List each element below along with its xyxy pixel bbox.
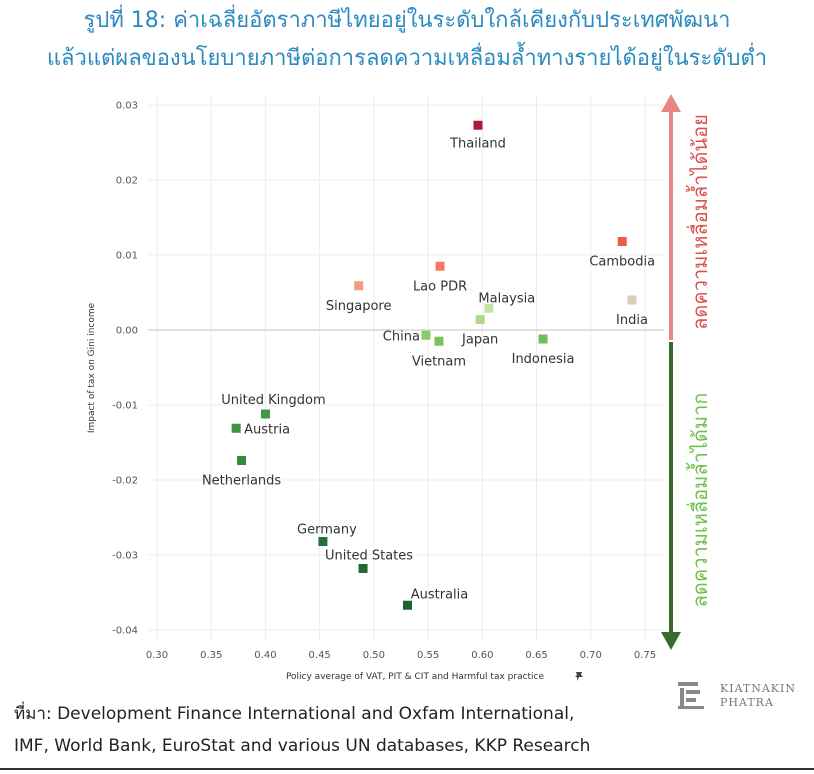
side-arrows: ลดความเหลื่อมล้ำได้น้อย ลดความเหลื่อมล้ำ… bbox=[661, 94, 712, 650]
y-tick-label: -0.01 bbox=[112, 401, 138, 412]
chart-title-line1: รูปที่ 18: ค่าเฉลี่ยอัตราภาษีไทยอยู่ในระ… bbox=[83, 8, 731, 33]
x-tick-label: 0.60 bbox=[471, 650, 493, 661]
source-line2: IMF, World Bank, EuroStat and various UN… bbox=[14, 736, 591, 756]
y-tick-label: 0.00 bbox=[116, 326, 138, 337]
chart-tick-labels: 0.30 0.35 0.40 0.45 0.50 0.55 0.60 0.65 0.70 0.75… bbox=[112, 101, 656, 662]
source-line1: ที่มา: Development Finance International… bbox=[14, 704, 575, 724]
point-label: Germany bbox=[297, 523, 357, 538]
y-tick-label: 0.03 bbox=[116, 101, 138, 112]
x-tick-label: 0.30 bbox=[146, 650, 168, 661]
arrow-down-label: ลดความเหลื่อมล้ำได้มาก bbox=[686, 393, 712, 608]
bottom-divider bbox=[0, 768, 814, 770]
logo-text-line1: KIATNAKIN bbox=[720, 682, 796, 695]
point-marker bbox=[354, 281, 364, 291]
point-marker bbox=[237, 456, 247, 465]
point-marker bbox=[617, 237, 627, 246]
x-axis-label: Policy average of VAT, PIT & CIT and Har… bbox=[286, 672, 545, 682]
x-tick-label: 0.45 bbox=[309, 650, 331, 661]
point-label: India bbox=[616, 313, 648, 328]
point-marker bbox=[358, 564, 368, 573]
point-label: Australia bbox=[411, 587, 469, 602]
arrow-down-head bbox=[661, 632, 681, 650]
x-tick-label: 0.35 bbox=[200, 650, 222, 661]
point-label: Lao PDR bbox=[413, 279, 467, 294]
x-tick-label: 0.70 bbox=[580, 650, 602, 661]
data-points: Thailand Cambodia Lao PDR Singapore India Mal… bbox=[202, 120, 655, 610]
point-marker bbox=[435, 261, 445, 271]
pin-icon bbox=[575, 672, 583, 681]
logo-text-line2: PHATRA bbox=[720, 696, 774, 709]
y-tick-label: -0.03 bbox=[112, 551, 138, 562]
y-tick-label: -0.02 bbox=[112, 476, 138, 487]
point-marker bbox=[475, 315, 485, 324]
x-tick-label: 0.75 bbox=[634, 650, 656, 661]
point-marker bbox=[473, 120, 483, 130]
point-label: Malaysia bbox=[478, 291, 535, 306]
point-label: Cambodia bbox=[589, 255, 655, 270]
x-tick-label: 0.40 bbox=[254, 650, 276, 661]
point-label: United Kingdom bbox=[221, 393, 325, 408]
point-label: Japan bbox=[461, 333, 498, 348]
point-label: Austria bbox=[244, 422, 290, 437]
y-tick-label: 0.02 bbox=[116, 176, 138, 187]
y-tick-label: 0.01 bbox=[116, 251, 138, 262]
x-tick-label: 0.55 bbox=[417, 650, 439, 661]
chart-gridlines bbox=[148, 96, 664, 640]
y-axis-label: Impact of tax on Gini income bbox=[87, 302, 97, 433]
point-marker bbox=[260, 409, 270, 419]
point-label: Thailand bbox=[449, 136, 506, 151]
point-label: China bbox=[383, 329, 420, 344]
point-marker bbox=[627, 295, 637, 305]
scatter-chart: 0.30 0.35 0.40 0.45 0.50 0.55 0.60 0.65 0.70 0.75… bbox=[87, 94, 712, 682]
x-tick-label: 0.50 bbox=[363, 650, 385, 661]
arrow-up-label: ลดความเหลื่อมล้ำได้น้อย bbox=[686, 114, 712, 330]
point-label: Singapore bbox=[326, 299, 392, 314]
point-label: Indonesia bbox=[512, 352, 575, 367]
x-tick-label: 0.65 bbox=[525, 650, 547, 661]
point-marker bbox=[318, 537, 328, 546]
point-label: United States bbox=[325, 549, 413, 564]
point-marker bbox=[434, 336, 444, 346]
arrow-up-head bbox=[661, 94, 681, 112]
y-tick-label: -0.04 bbox=[112, 626, 138, 637]
logo-mark-icon bbox=[678, 682, 704, 709]
chart-title-line2: แล้วแต่ผลของนโยบายภาษีต่อการลดความเหลื่อ… bbox=[46, 46, 768, 71]
point-marker bbox=[484, 303, 494, 313]
point-marker bbox=[421, 330, 431, 340]
point-marker bbox=[231, 423, 241, 433]
point-label: Vietnam bbox=[412, 354, 466, 369]
point-marker bbox=[403, 600, 413, 610]
point-label: Netherlands bbox=[202, 474, 281, 489]
point-marker bbox=[538, 334, 548, 344]
kiatnakin-phatra-logo: KIATNAKIN PHATRA bbox=[678, 682, 796, 709]
